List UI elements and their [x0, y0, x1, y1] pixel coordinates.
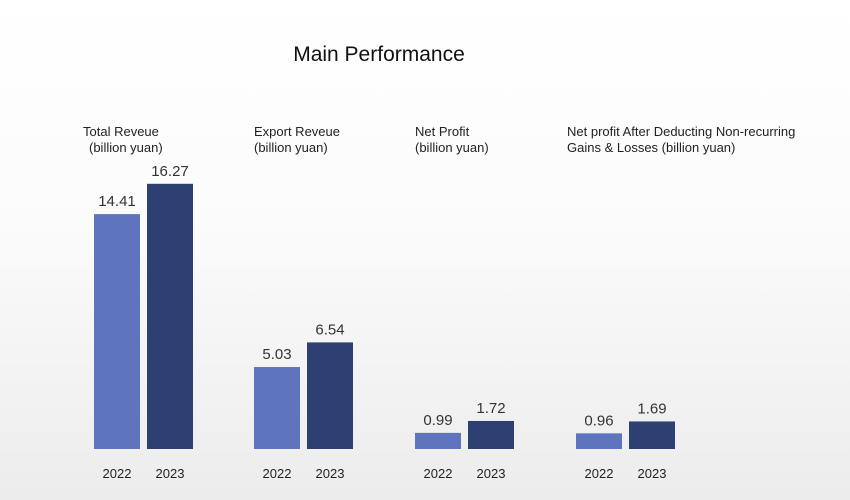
x-tick-label: 2023: [477, 466, 506, 481]
x-tick-label: 2022: [103, 466, 132, 481]
bar-2022: [576, 433, 622, 449]
group-title-line: (billion yuan): [415, 140, 489, 155]
bar-2023: [307, 342, 353, 449]
x-tick-label: 2023: [156, 466, 185, 481]
group-title-line: Export Reveue: [254, 124, 340, 139]
bar-2022: [254, 367, 300, 449]
value-label: 6.54: [315, 321, 344, 338]
x-tick-label: 2023: [638, 466, 667, 481]
x-tick-label: 2022: [263, 466, 292, 481]
value-label: 14.41: [98, 193, 136, 210]
bar-2022: [94, 214, 140, 449]
value-label: 1.72: [476, 400, 505, 417]
bar-2023: [468, 420, 514, 449]
x-tick-label: 2022: [424, 466, 453, 481]
group-title-line: (billion yuan): [89, 140, 163, 155]
bar-2022: [415, 432, 461, 449]
page-title: Main Performance: [293, 43, 465, 66]
x-tick-label: 2022: [585, 466, 614, 481]
value-label: 5.03: [262, 346, 291, 363]
group-title-line: (billion yuan): [254, 140, 328, 155]
group-title-line: Total Reveue: [83, 124, 159, 139]
group-title-line: Net profit After Deducting Non-recurring: [567, 124, 795, 139]
group-title-line: Gains & Losses (billion yuan): [567, 140, 735, 155]
x-tick-label: 2023: [316, 466, 345, 481]
bar-2023: [629, 421, 675, 449]
value-label: 16.27: [151, 163, 189, 180]
bar-2023: [147, 183, 193, 449]
value-label: 0.96: [584, 412, 613, 429]
value-label: 1.69: [637, 400, 666, 417]
value-label: 0.99: [423, 412, 452, 429]
group-title-line: Net Profit: [415, 124, 470, 139]
